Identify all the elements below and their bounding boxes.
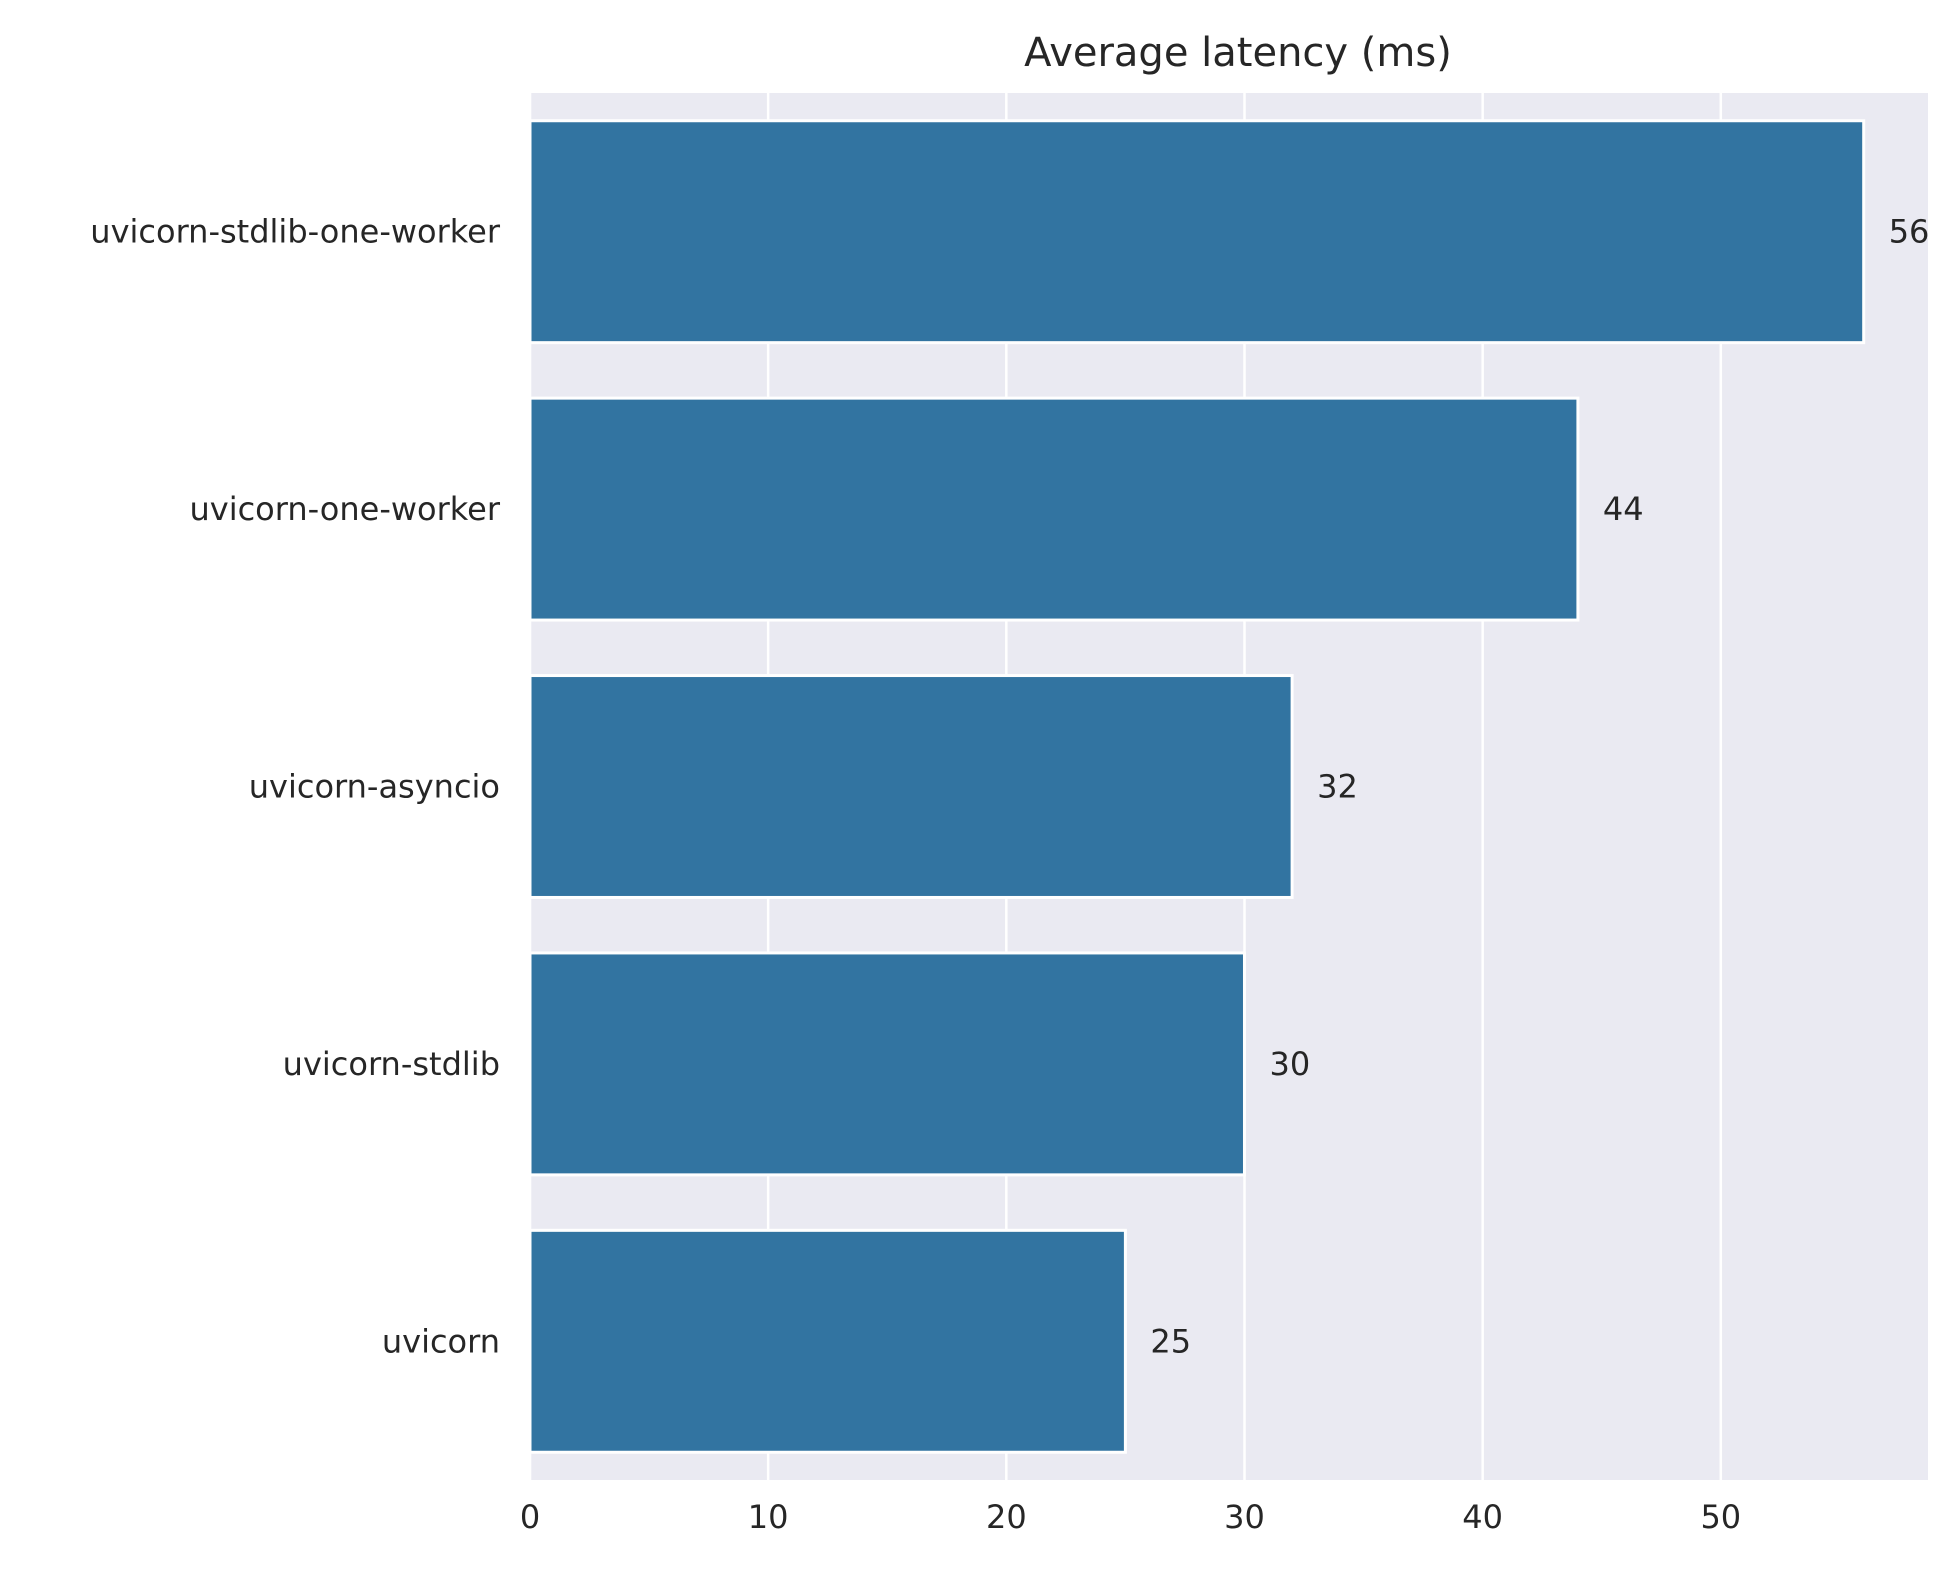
bars — [528, 119, 1866, 1454]
category-label: uvicorn-stdlib — [283, 1045, 500, 1083]
category-label: uvicorn — [382, 1322, 500, 1360]
y-axis-categories: uvicorn-stdlib-one-worker uvicorn-one-wor… — [90, 213, 501, 1361]
x-tick-label: 50 — [1700, 1498, 1741, 1536]
x-tick-label: 10 — [748, 1498, 789, 1536]
x-tick-label: 0 — [520, 1498, 540, 1536]
bar-value-label: 32 — [1317, 768, 1358, 806]
chart-title: Average latency (ms) — [1024, 30, 1452, 76]
bar — [528, 951, 1246, 1177]
bar — [528, 674, 1294, 899]
category-label: uvicorn-stdlib-one-worker — [90, 213, 501, 251]
category-label: uvicorn-one-worker — [189, 490, 500, 528]
x-axis-ticks: 0 10 20 30 40 50 — [520, 1498, 1741, 1536]
data-labels: 56 44 32 30 25 — [1150, 213, 1929, 1361]
x-tick-label: 40 — [1462, 1498, 1503, 1536]
category-label: uvicorn-asyncio — [249, 768, 500, 806]
bar-value-label: 25 — [1150, 1322, 1191, 1360]
x-tick-label: 30 — [1224, 1498, 1265, 1536]
bar-value-label: 56 — [1889, 213, 1930, 251]
x-tick-label: 20 — [986, 1498, 1027, 1536]
bar — [528, 1228, 1127, 1454]
bar-value-label: 44 — [1603, 490, 1644, 528]
bar — [528, 119, 1866, 345]
bar-value-label: 30 — [1269, 1045, 1310, 1083]
bar — [528, 396, 1580, 622]
